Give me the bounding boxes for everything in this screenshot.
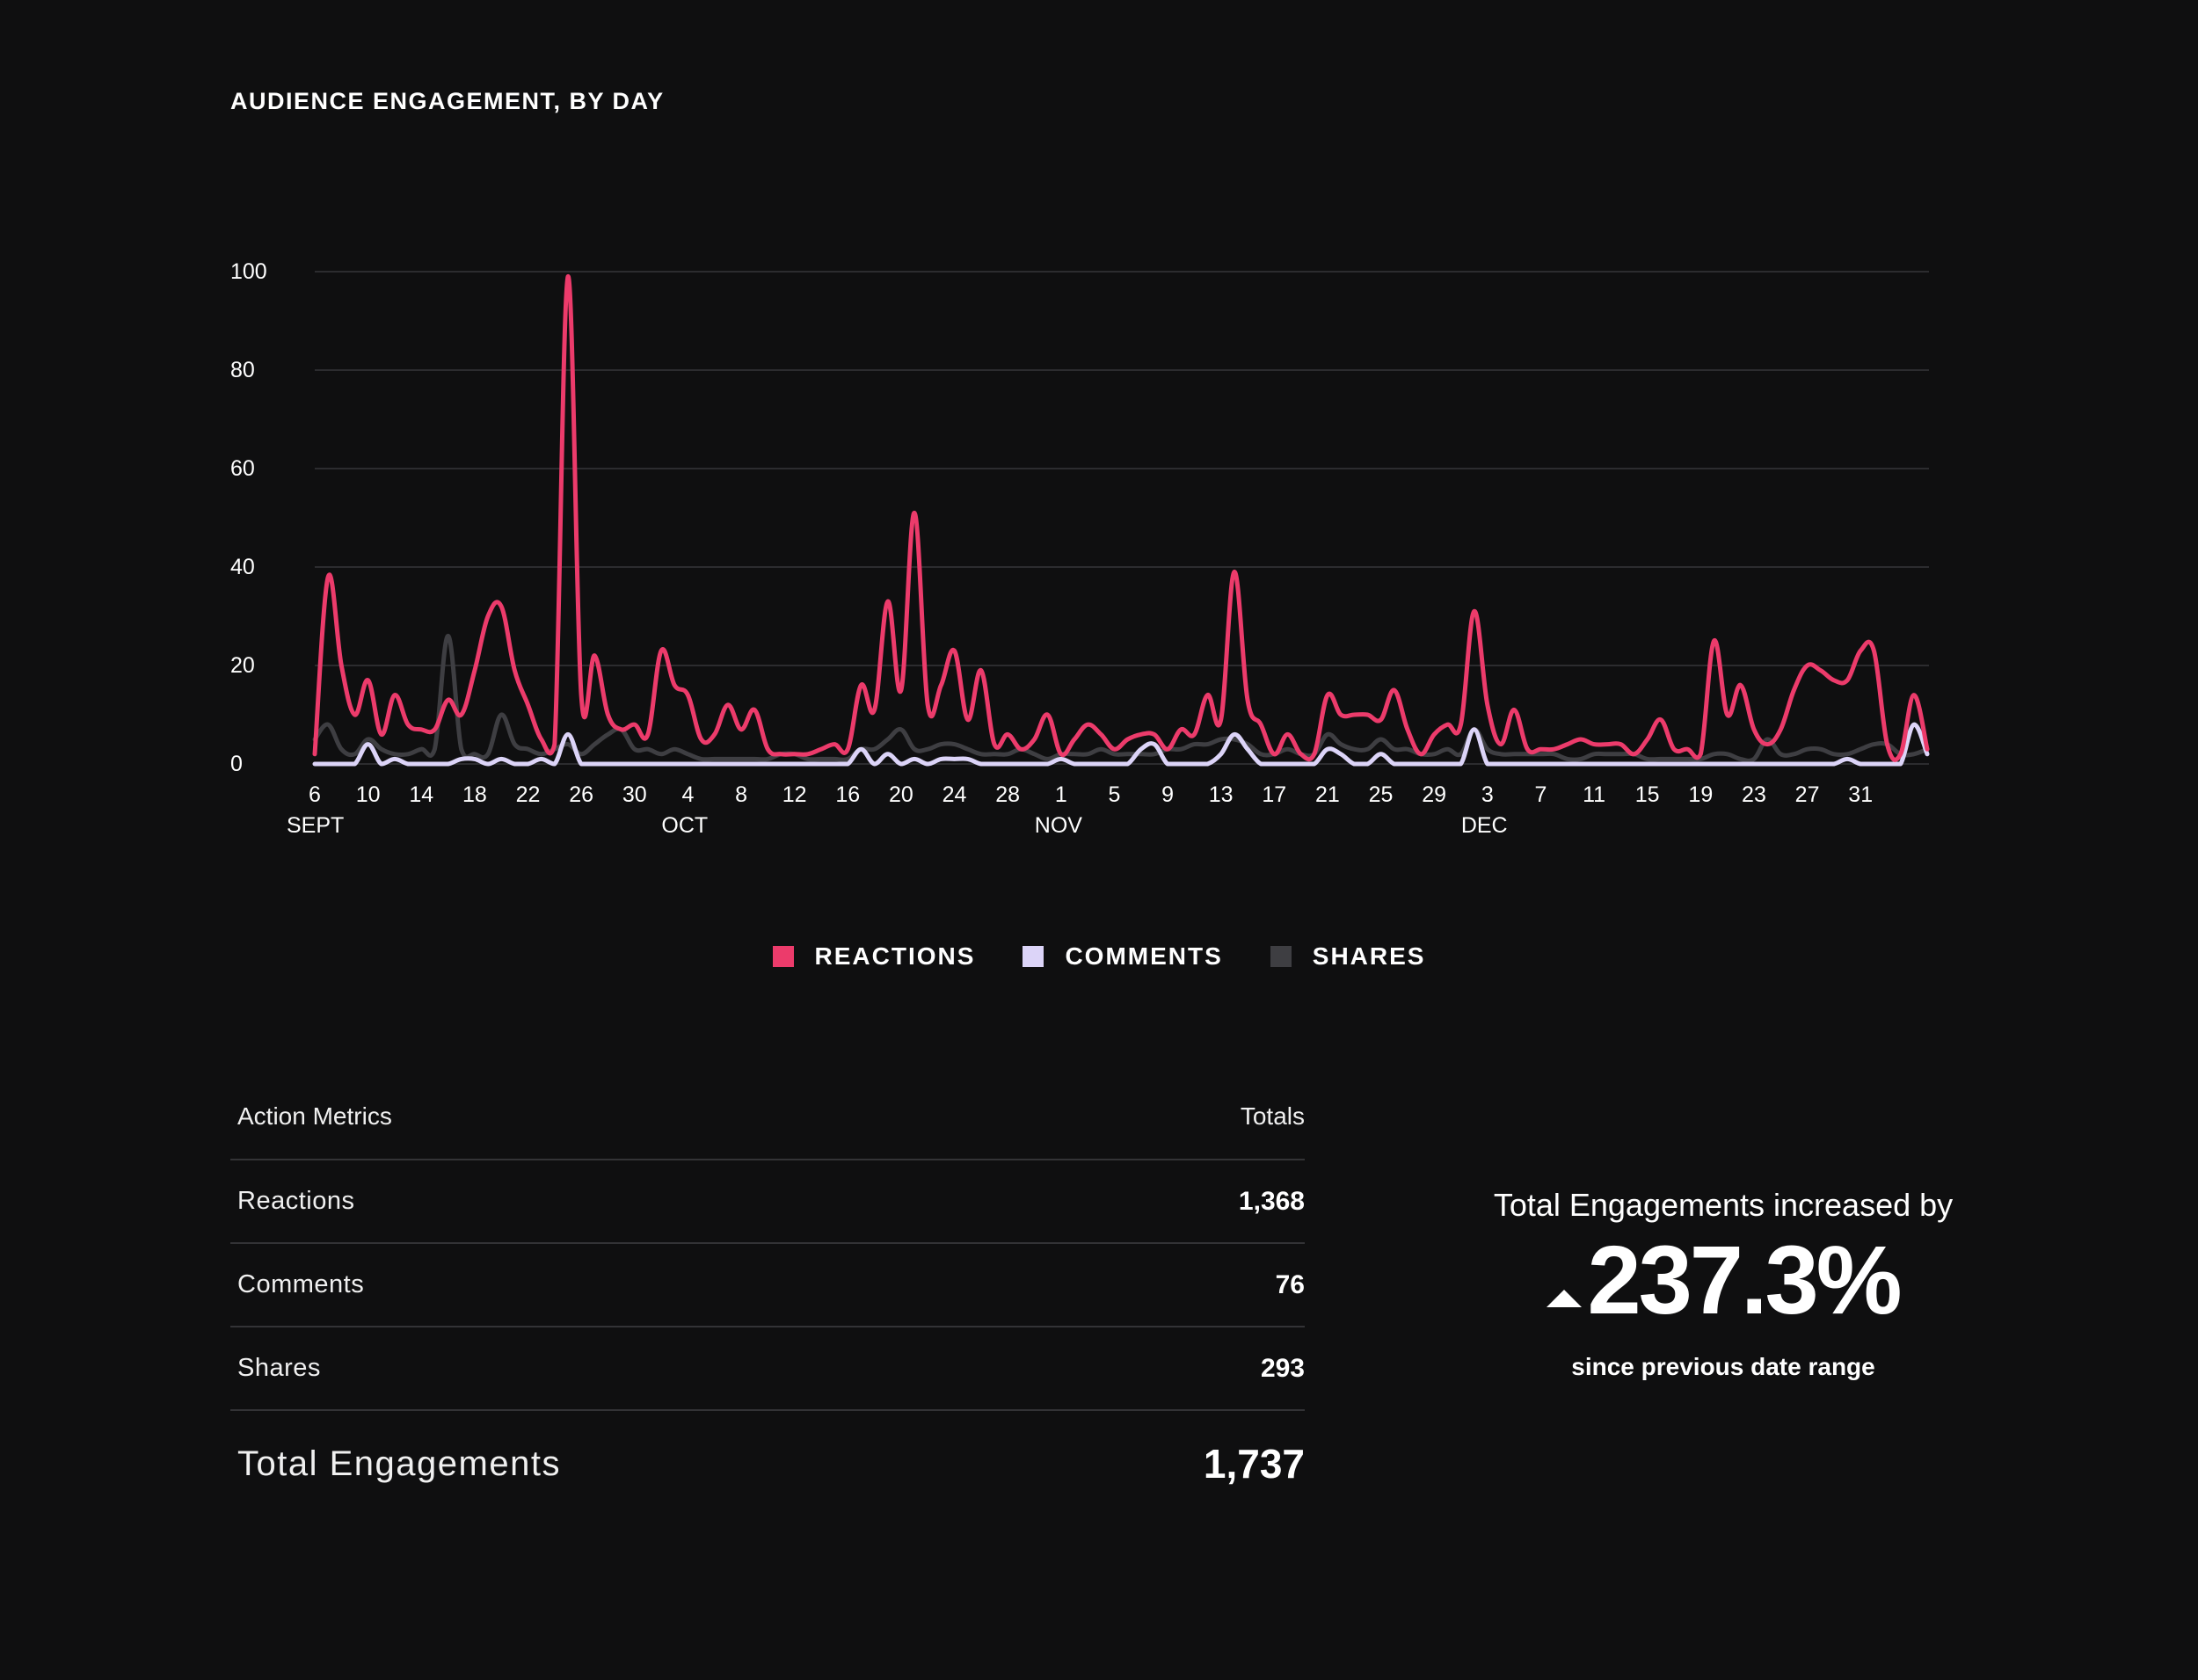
legend-swatch-reactions bbox=[772, 946, 794, 967]
trend-up-icon bbox=[1547, 1290, 1583, 1307]
month-label-oct: OCT bbox=[661, 813, 708, 838]
x-tick-label: 11 bbox=[1583, 782, 1605, 807]
x-tick-label: 16 bbox=[835, 782, 860, 807]
x-tick-label: 21 bbox=[1315, 782, 1340, 807]
x-tick-label: 26 bbox=[569, 782, 593, 807]
row-value: 1,368 bbox=[1238, 1186, 1305, 1216]
header-totals: Totals bbox=[1240, 1102, 1305, 1130]
header-action-metrics: Action Metrics bbox=[237, 1102, 392, 1130]
x-tick-label: 8 bbox=[735, 782, 747, 807]
x-tick-label: 19 bbox=[1688, 782, 1713, 807]
month-labels: SEPT OCT NOV DEC bbox=[287, 813, 1508, 838]
table-row-reactions: Reactions 1,368 bbox=[230, 1160, 1305, 1244]
row-label: Reactions bbox=[237, 1187, 355, 1215]
row-value: 76 bbox=[1275, 1269, 1305, 1299]
summary-percent: 237.3% bbox=[1587, 1226, 1902, 1335]
legend-item-reactions[interactable]: REACTIONS bbox=[772, 942, 976, 971]
x-tick-label: 31 bbox=[1848, 782, 1873, 807]
x-tick-label: 28 bbox=[995, 782, 1020, 807]
row-label: Shares bbox=[237, 1354, 321, 1382]
x-tick-label: 4 bbox=[681, 782, 694, 807]
row-label: Comments bbox=[237, 1270, 365, 1298]
x-tick-label: 22 bbox=[516, 782, 541, 807]
x-axis-ticks: 6 10 14 18 22 26 30 4 8 12 16 20 24 28 1 5 9 13 17 21 25 29 3 7… bbox=[309, 782, 1873, 807]
x-tick-label: 20 bbox=[889, 782, 913, 807]
x-tick-label: 13 bbox=[1209, 782, 1234, 807]
chart-title: AUDIENCE ENGAGEMENT, BY DAY bbox=[230, 88, 665, 114]
x-tick-label: 12 bbox=[782, 782, 807, 807]
x-tick-label: 9 bbox=[1161, 782, 1174, 807]
y-tick-label: 40 bbox=[230, 555, 255, 579]
x-tick-label: 5 bbox=[1108, 782, 1120, 807]
total-label: Total Engagements bbox=[237, 1444, 561, 1483]
legend-swatch-comments bbox=[1023, 946, 1044, 967]
chart-legend: REACTIONS COMMENTS SHARES bbox=[0, 942, 2198, 971]
month-label-nov: NOV bbox=[1035, 813, 1083, 838]
x-tick-label: 1 bbox=[1055, 782, 1067, 807]
legend-label-reactions: REACTIONS bbox=[814, 942, 976, 970]
x-tick-label: 25 bbox=[1369, 782, 1394, 807]
month-label-dec: DEC bbox=[1461, 813, 1508, 838]
y-tick-label: 0 bbox=[230, 752, 243, 776]
summary-subtext: since previous date range bbox=[1571, 1353, 1875, 1380]
table-row-shares: Shares 293 bbox=[230, 1327, 1305, 1411]
legend-item-comments[interactable]: COMMENTS bbox=[1023, 942, 1222, 971]
x-tick-label: 18 bbox=[462, 782, 487, 807]
summary-headline: Total Engagements increased by bbox=[1493, 1187, 1954, 1223]
table-row-comments: Comments 76 bbox=[230, 1244, 1305, 1327]
series-lines bbox=[312, 274, 1930, 767]
legend-swatch-shares bbox=[1270, 946, 1292, 967]
legend-label-shares: SHARES bbox=[1312, 942, 1426, 970]
x-tick-label: 17 bbox=[1262, 782, 1286, 807]
series-line-reactions bbox=[312, 274, 1930, 762]
x-tick-label: 3 bbox=[1481, 782, 1494, 807]
x-tick-label: 7 bbox=[1534, 782, 1547, 807]
x-tick-label: 24 bbox=[943, 782, 967, 807]
y-axis-ticks: 0 20 40 60 80 100 bbox=[230, 259, 267, 776]
x-tick-label: 14 bbox=[409, 782, 433, 807]
legend-label-comments: COMMENTS bbox=[1065, 942, 1223, 970]
legend-item-shares[interactable]: SHARES bbox=[1270, 942, 1426, 971]
x-tick-label: 29 bbox=[1422, 782, 1446, 807]
table-total-row: Total Engagements 1,737 bbox=[230, 1411, 1305, 1516]
y-tick-label: 80 bbox=[230, 358, 255, 382]
summary-value-wrap: 237.3% bbox=[1442, 1227, 2005, 1334]
month-label-sept: SEPT bbox=[287, 813, 344, 838]
action-metrics-table: Action Metrics Totals Reactions 1,368 Co… bbox=[230, 1090, 1305, 1516]
y-tick-label: 100 bbox=[230, 259, 267, 284]
series-line-comments bbox=[312, 722, 1930, 767]
table-header-row: Action Metrics Totals bbox=[230, 1090, 1305, 1160]
x-tick-label: 23 bbox=[1742, 782, 1766, 807]
engagement-summary: Total Engagements increased by 237.3% si… bbox=[1442, 1187, 2005, 1381]
total-value: 1,737 bbox=[1203, 1441, 1305, 1487]
y-tick-label: 20 bbox=[230, 653, 255, 678]
x-tick-label: 10 bbox=[356, 782, 381, 807]
x-tick-label: 30 bbox=[622, 782, 647, 807]
row-value: 293 bbox=[1260, 1353, 1305, 1383]
x-tick-label: 27 bbox=[1795, 782, 1820, 807]
y-tick-label: 60 bbox=[230, 456, 255, 481]
x-tick-label: 6 bbox=[309, 782, 321, 807]
x-tick-label: 15 bbox=[1635, 782, 1660, 807]
